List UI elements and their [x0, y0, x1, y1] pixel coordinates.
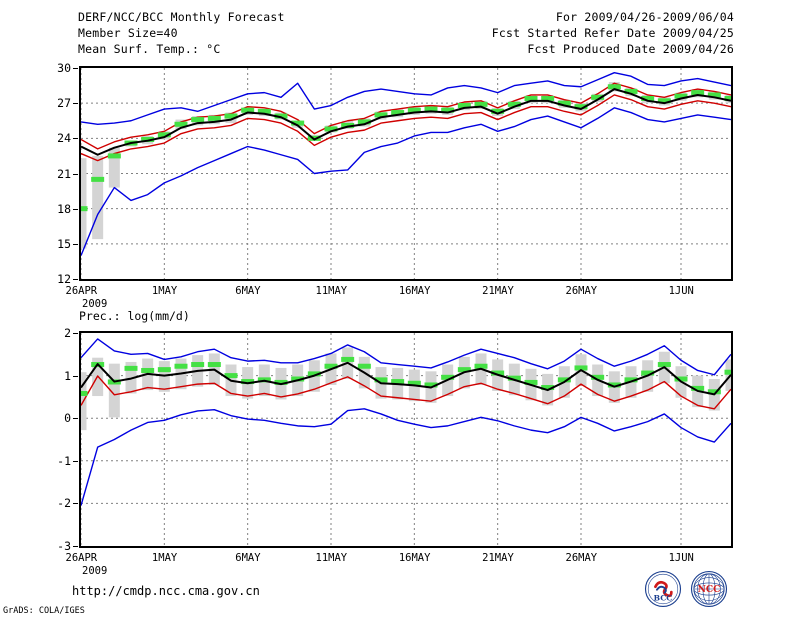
- y-axis-tick-mark: [73, 461, 78, 462]
- y-axis-tick-label: 27: [35, 96, 71, 110]
- y-axis-tick-mark: [73, 103, 78, 104]
- precipitation-chart-title: Prec.: log(mm/d): [79, 309, 190, 323]
- y-axis-tick-mark: [73, 174, 78, 175]
- x-axis-tick-label: 1MAY: [152, 552, 177, 564]
- x-axis-tick-label: 26APR: [66, 285, 98, 297]
- temperature-plot-frame: [79, 66, 733, 281]
- forecast-produced-date-label: Fcst Produced Date 2009/04/26: [527, 42, 734, 56]
- y-axis-tick-label: 24: [35, 131, 71, 145]
- x-axis-tick-label: 11MAY: [316, 285, 348, 297]
- precipitation-plot-canvas: [81, 333, 731, 546]
- y-axis-tick-mark: [73, 333, 78, 334]
- top-chart-variable-label: Mean Surf. Temp.: °C: [78, 42, 220, 56]
- y-axis-tick-label: 0: [35, 411, 71, 425]
- temperature-plot-canvas: [81, 68, 731, 279]
- y-axis-tick-label: -2: [35, 496, 71, 510]
- x-axis-tick-label: 16MAY: [399, 285, 431, 297]
- y-axis-tick-label: -1: [35, 454, 71, 468]
- y-axis-tick-label: 15: [35, 237, 71, 251]
- x-axis-tick-label: 26MAY: [566, 285, 598, 297]
- x-axis-tick-label: 21MAY: [482, 285, 514, 297]
- y-axis-tick-label: 18: [35, 202, 71, 216]
- y-axis-tick-label: 30: [35, 61, 71, 75]
- x-axis-tick-label: 1MAY: [152, 285, 177, 297]
- y-axis-tick-label: 1: [35, 369, 71, 383]
- y-axis-tick-label: 2: [35, 326, 71, 340]
- x-axis-tick-label: 26APR: [66, 552, 98, 564]
- x-axis-tick-label: 1JUN: [669, 552, 694, 564]
- y-axis-tick-mark: [73, 138, 78, 139]
- bcc-logo-icon: BCC: [644, 570, 682, 608]
- x-axis-tick-label: 21MAY: [482, 552, 514, 564]
- y-axis-tick-mark: [73, 546, 78, 547]
- y-axis-tick-label: -3: [35, 539, 71, 553]
- ncc-logo-icon: NCC: [690, 570, 728, 608]
- svg-text:NCC: NCC: [698, 584, 721, 595]
- y-axis-tick-mark: [73, 418, 78, 419]
- y-axis-tick-mark: [73, 279, 78, 280]
- cmdp-url-link[interactable]: http://cmdp.ncc.cma.gov.cn: [72, 584, 260, 598]
- grads-credit-label: GrADS: COLA/IGES: [3, 606, 85, 616]
- y-axis-tick-mark: [73, 244, 78, 245]
- svg-text:BCC: BCC: [654, 593, 673, 602]
- x-axis-tick-label: 6MAY: [235, 552, 260, 564]
- x-axis-tick-label: 11MAY: [316, 552, 348, 564]
- forecast-period-label: For 2009/04/26-2009/06/04: [556, 10, 734, 24]
- forecast-chart-page: DERF/NCC/BCC Monthly Forecast Member Siz…: [0, 0, 800, 618]
- member-size-label: Member Size=40: [78, 26, 178, 40]
- y-axis-tick-mark: [73, 68, 78, 69]
- forecast-start-date-label: Fcst Started Refer Date 2009/04/25: [492, 26, 734, 40]
- y-axis-tick-mark: [73, 503, 78, 504]
- x-axis-tick-label: 1JUN: [669, 285, 694, 297]
- precipitation-plot-frame: [79, 331, 733, 548]
- y-axis-tick-label: 12: [35, 272, 71, 286]
- precipitation-x-axis-year: 2009: [82, 565, 107, 577]
- page-title: DERF/NCC/BCC Monthly Forecast: [78, 10, 285, 24]
- x-axis-tick-label: 6MAY: [235, 285, 260, 297]
- x-axis-tick-label: 16MAY: [399, 552, 431, 564]
- y-axis-tick-label: 21: [35, 167, 71, 181]
- x-axis-tick-label: 26MAY: [566, 552, 598, 564]
- y-axis-tick-mark: [73, 209, 78, 210]
- y-axis-tick-mark: [73, 376, 78, 377]
